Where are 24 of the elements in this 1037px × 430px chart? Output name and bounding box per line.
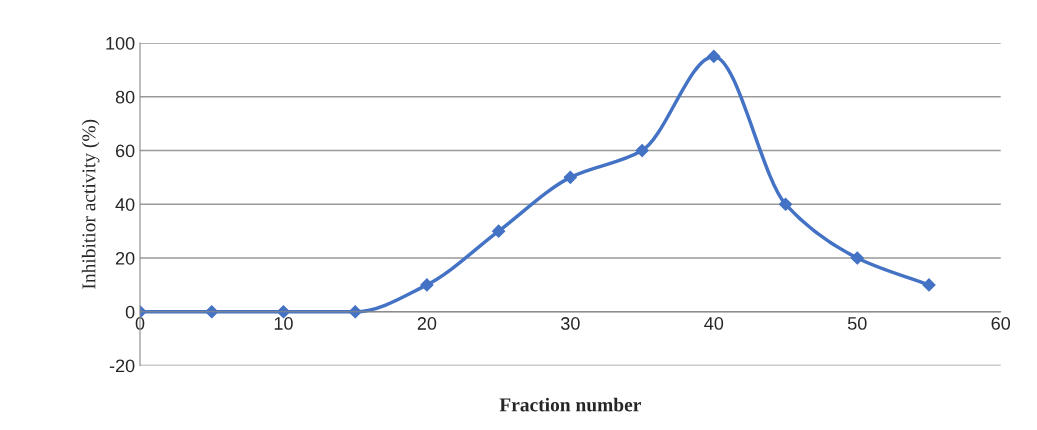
point — [850, 251, 864, 265]
y-tick-label: 100 — [106, 36, 135, 50]
point — [563, 170, 577, 184]
point — [778, 197, 793, 211]
y-tick-label: 80 — [115, 90, 135, 104]
x-tick-label: 10 — [274, 317, 293, 330]
point — [492, 224, 506, 238]
y-tick-label: 60 — [115, 144, 135, 158]
x-tick-label: 50 — [847, 317, 867, 330]
y-tick-label: 0 — [125, 305, 135, 319]
point — [420, 278, 434, 292]
y-tick-label: -20 — [109, 359, 135, 373]
x-tick-label: 60 — [991, 317, 1011, 330]
x-tick-label: 0 — [135, 317, 145, 330]
point — [707, 49, 721, 64]
x-axis-title: Fraction number — [499, 397, 641, 412]
y-axis-title: Inhibitior activity (%) — [81, 119, 100, 289]
x-tick-label: 20 — [417, 317, 437, 330]
x-tick-label: 30 — [561, 317, 580, 330]
point — [635, 143, 649, 158]
point — [922, 278, 936, 292]
y-tick-label: 40 — [115, 198, 135, 211]
x-tick-label: 40 — [704, 317, 724, 330]
y-tick-label: 20 — [115, 251, 135, 265]
